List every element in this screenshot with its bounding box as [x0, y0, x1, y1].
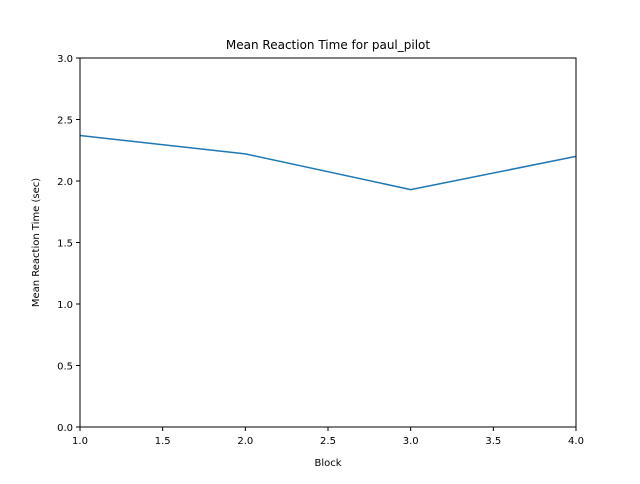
x-tick-label: 3.5: [485, 436, 501, 447]
y-tick-label: 1.5: [57, 239, 73, 250]
y-tick-label: 1.0: [57, 300, 73, 311]
y-tick-label: 2.0: [57, 177, 73, 188]
y-tick-label: 0.5: [57, 362, 73, 373]
ticks-layer: 1.0 1.5 2.0 2.5 3.0 3.5 4.0 0.0 0.5 1.0 1.5 2.0 2.5 3…: [57, 54, 584, 447]
series-line: [79, 134, 577, 191]
x-tick-label: 2.5: [320, 436, 336, 447]
x-tick-label: 1.5: [155, 436, 171, 447]
chart-title: Mean Reaction Time for paul_pilot: [226, 38, 430, 52]
y-tick-label: 0.0: [57, 423, 73, 434]
x-axis-label: Block: [314, 458, 341, 469]
y-axis-label: Mean Reaction Time (sec): [31, 178, 42, 307]
x-tick-label: 2.0: [237, 436, 253, 447]
x-tick-label: 1.0: [72, 436, 88, 447]
x-tick-label: 3.0: [403, 436, 419, 447]
series-layer: [79, 134, 577, 191]
y-tick-label: 2.5: [57, 116, 73, 127]
y-tick-label: 3.0: [57, 54, 73, 65]
x-tick-label: 4.0: [568, 436, 584, 447]
plot-frame: [79, 57, 577, 428]
